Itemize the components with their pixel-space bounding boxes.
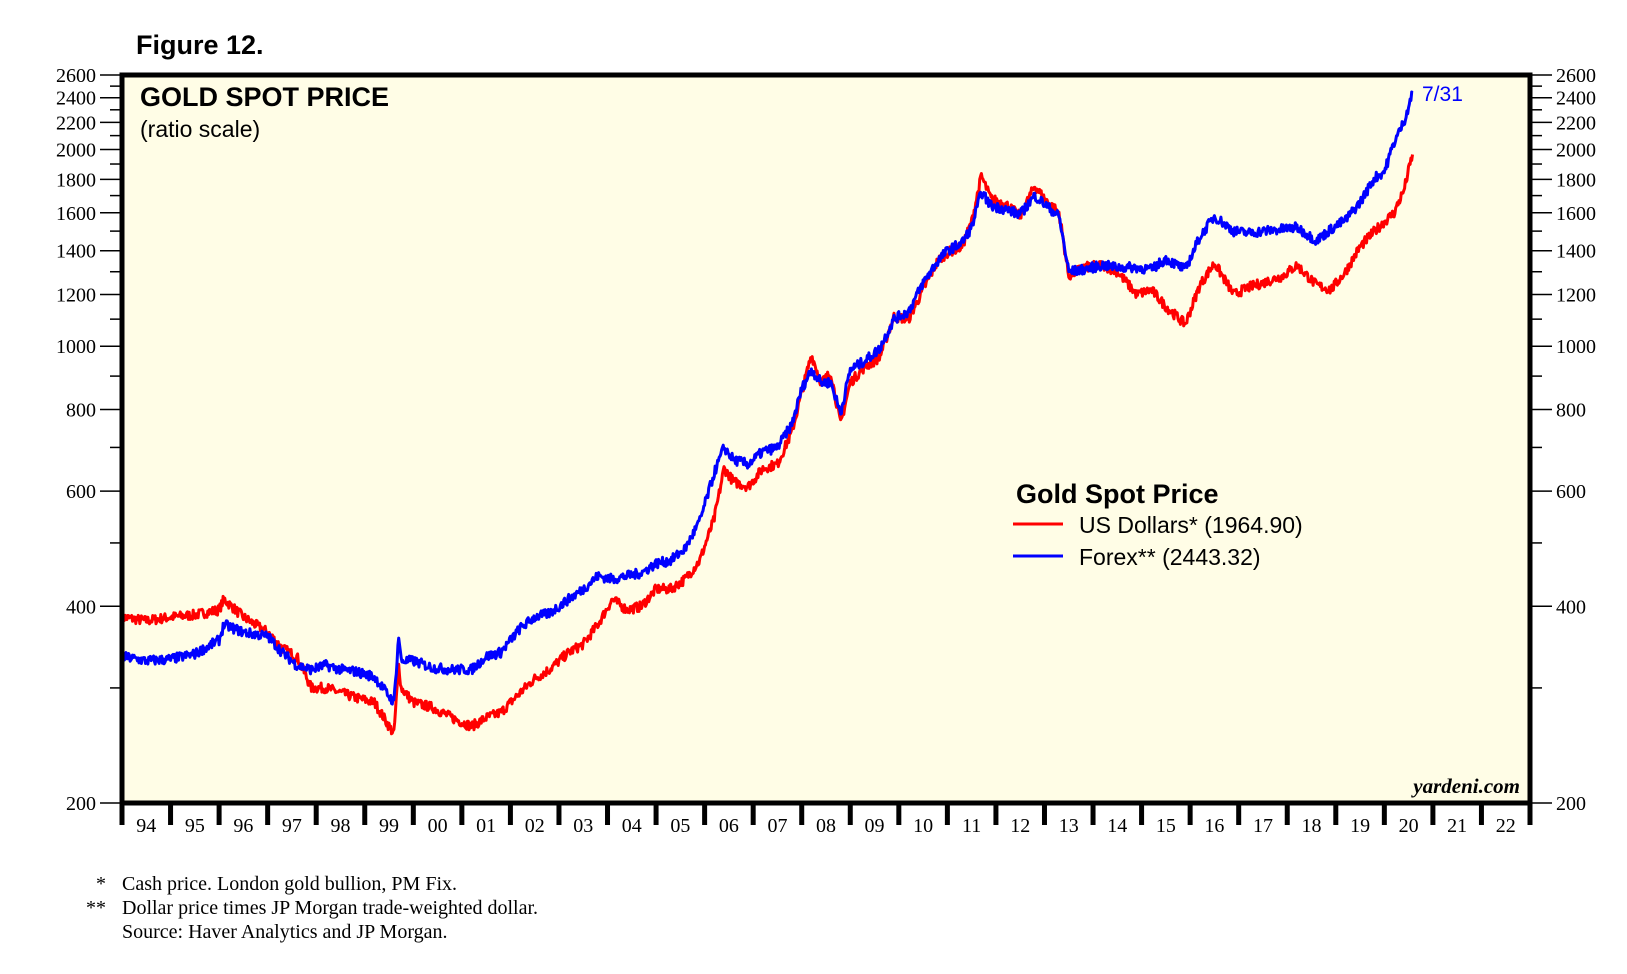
y-tick-label-left: 2400 — [56, 88, 96, 110]
legend-label-us-dollars: US Dollars* (1964.90) — [1079, 512, 1303, 538]
x-tick-label: 14 — [1107, 815, 1127, 837]
x-tick-label: 99 — [379, 815, 399, 837]
legend-title: Gold Spot Price — [1016, 479, 1219, 509]
x-tick-label: 18 — [1302, 815, 1322, 837]
end-date-label: 7/31 — [1422, 83, 1463, 106]
y-tick-label-left: 1800 — [56, 169, 96, 191]
y-tick-label-left: 2000 — [56, 139, 96, 161]
x-tick-label: 06 — [719, 815, 739, 837]
x-tick-label: 07 — [767, 815, 787, 837]
x-tick-label: 16 — [1204, 815, 1224, 837]
x-axis: 94 95 96 97 98 99 00 01 02 03 04 05 06 07 08 09 10 11 12 13… — [119, 803, 1533, 837]
y-tick-label-right: 1600 — [1556, 203, 1596, 225]
footnote: ** Dollar price times JP Morgan trade-we… — [82, 896, 538, 920]
x-tick-label: 10 — [913, 815, 933, 837]
legend-label-forex: Forex** (2443.32) — [1079, 544, 1261, 570]
y-tick-label-left: 400 — [66, 596, 96, 618]
y-tick-label-left: 2200 — [56, 112, 96, 134]
series-line-forex — [120, 90, 1414, 706]
y-tick-label-right: 1800 — [1556, 169, 1596, 191]
x-tick-label: 19 — [1350, 815, 1370, 837]
y-tick-label-right: 1400 — [1556, 241, 1596, 263]
x-tick-label: 02 — [525, 815, 545, 837]
y-tick-label-left: 1600 — [56, 203, 96, 225]
footnote-text: Dollar price times JP Morgan trade-weigh… — [122, 897, 539, 919]
footnotes: * Cash price. London gold bullion, PM Fi… — [82, 872, 538, 944]
footnote-mark: ** — [86, 897, 106, 919]
y-tick-label-left: 600 — [66, 481, 96, 503]
y-tick-label-left: 200 — [66, 793, 96, 815]
y-tick-label-left: 800 — [66, 400, 96, 422]
chart-subtitle: (ratio scale) — [140, 116, 260, 142]
y-axis-left: 200 400 600 800 1000 1200 1400 1600 1800 2000 2200… — [56, 65, 122, 815]
y-tick-label-left: 2600 — [56, 65, 96, 87]
x-tick-label: 04 — [622, 815, 642, 837]
footnote-mark: * — [96, 873, 106, 895]
footnote: * Cash price. London gold bullion, PM Fi… — [82, 872, 538, 896]
x-tick-label: 03 — [573, 815, 593, 837]
y-tick-label-right: 1200 — [1556, 284, 1596, 306]
y-tick-label-left: 1200 — [56, 284, 96, 306]
x-tick-label: 01 — [476, 815, 496, 837]
y-tick-label-left: 1400 — [56, 241, 96, 263]
x-tick-label: 94 — [136, 815, 156, 837]
footnote-text: Cash price. London gold bullion, PM Fix. — [122, 873, 457, 895]
x-tick-label: 09 — [865, 815, 885, 837]
y-tick-label-right: 2600 — [1556, 65, 1596, 87]
series-layer — [120, 90, 1414, 736]
x-tick-label: 11 — [962, 815, 981, 837]
footnote-text: Source: Haver Analytics and JP Morgan. — [122, 921, 448, 943]
x-tick-label: 12 — [1010, 815, 1030, 837]
y-tick-label-right: 2000 — [1556, 139, 1596, 161]
y-axis-right: 200 400 600 800 1000 1200 1400 1600 1800 2000 2200… — [1530, 65, 1596, 815]
y-tick-label-right: 1000 — [1556, 336, 1596, 358]
x-tick-label: 00 — [428, 815, 448, 837]
footnote: Source: Haver Analytics and JP Morgan. — [82, 920, 538, 944]
x-tick-label: 15 — [1156, 815, 1176, 837]
series-line-us-dollars — [120, 154, 1414, 736]
legend: Gold Spot Price US Dollars* (1964.90) Fo… — [1013, 479, 1303, 570]
x-tick-label: 21 — [1447, 815, 1467, 837]
plot-frame — [119, 72, 1533, 806]
y-tick-label-right: 400 — [1556, 596, 1586, 618]
plot-area — [122, 75, 1530, 803]
x-tick-label: 22 — [1496, 815, 1516, 837]
y-tick-label-right: 200 — [1556, 793, 1586, 815]
y-tick-label-left: 1000 — [56, 336, 96, 358]
x-tick-label: 98 — [330, 815, 350, 837]
x-tick-label: 95 — [185, 815, 205, 837]
x-tick-label: 13 — [1059, 815, 1079, 837]
y-tick-label-right: 800 — [1556, 400, 1586, 422]
x-tick-label: 96 — [233, 815, 253, 837]
watermark: yardeni.com — [1410, 774, 1520, 798]
figure-label: Figure 12. — [136, 30, 264, 60]
y-tick-label-right: 600 — [1556, 481, 1586, 503]
x-tick-label: 17 — [1253, 815, 1273, 837]
y-tick-label-right: 2200 — [1556, 112, 1596, 134]
x-tick-label: 97 — [282, 815, 302, 837]
x-tick-label: 08 — [816, 815, 836, 837]
y-tick-label-right: 2400 — [1556, 88, 1596, 110]
x-tick-label: 20 — [1399, 815, 1419, 837]
footnote-mark — [82, 920, 122, 944]
x-tick-label: 05 — [670, 815, 690, 837]
chart-title: GOLD SPOT PRICE — [140, 82, 389, 112]
